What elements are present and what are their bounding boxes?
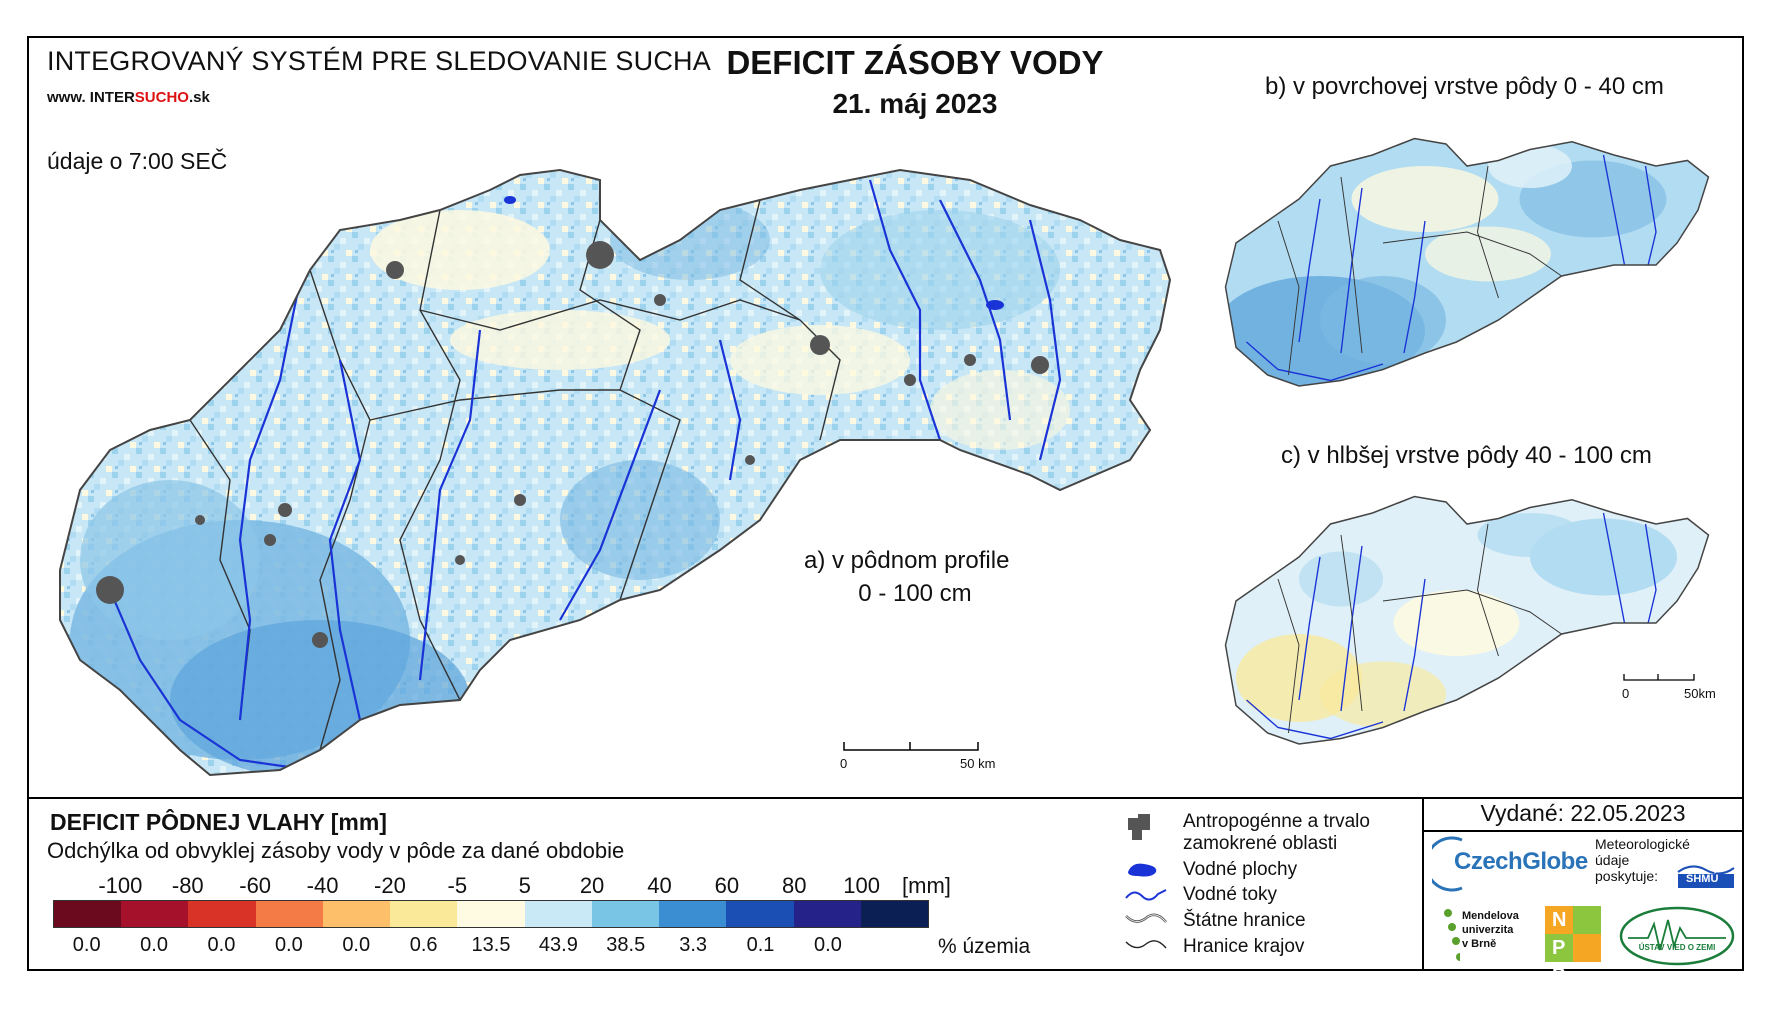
legend-color-cell: [390, 901, 458, 927]
legend-color-cell: [322, 901, 391, 927]
legend-color-cell: [793, 901, 861, 927]
nppc-logo: N P P C: [1545, 906, 1601, 1015]
web-suffix: .sk: [188, 89, 210, 106]
legend-color-cell: [591, 901, 660, 927]
legend-percent-value: 0.0: [207, 934, 236, 956]
legend-tick-label: 40: [647, 873, 672, 898]
legend-percent-value: 0.6: [409, 934, 438, 956]
legend-title: DEFICIT PÔDNEJ VLAHY [mm]: [50, 809, 387, 835]
legend-subtitle: Odchýlka od obvyklej zásoby vody v pôde …: [47, 838, 625, 863]
earth-science-institute-logo: ÚSTAV VIED O ZEMI: [1618, 906, 1736, 966]
legend-color-cell: [860, 901, 929, 927]
map-date: 21. máj 2023: [832, 88, 998, 119]
legend-color-cell: [54, 901, 122, 927]
legend-urban-line1: Antropogénne a trvalo: [1183, 811, 1370, 832]
legend-color-cell: [255, 901, 323, 927]
legend-percent-value: 0.1: [746, 934, 775, 956]
legend-color-cell: [121, 901, 189, 927]
legend-color-cell: [524, 901, 592, 927]
meteo-data-note: Meteorologické údaje poskytuje:: [1595, 836, 1690, 884]
legend-tick-label: 20: [579, 873, 605, 898]
legend-percent-value: 3.3: [679, 934, 708, 956]
legend-tick-label: -100: [98, 873, 143, 898]
region-border-icon: [1125, 940, 1167, 949]
legend-rivers: Vodné toky: [1183, 884, 1278, 905]
map-b-label: b) v povrchovej vrstve pôdy 0 - 40 cm: [1265, 73, 1664, 100]
legend-tick-label: 100: [843, 873, 880, 898]
water-body-icon: [1128, 863, 1157, 877]
issued-panel: [1422, 799, 1744, 971]
small-scale-bar: [1623, 674, 1695, 681]
legend-tick-label: -5: [447, 873, 468, 898]
data-time-note: údaje o 7:00 SEČ: [47, 148, 228, 174]
legend-color-bar: [53, 900, 929, 928]
main-scale-0: 0: [840, 756, 848, 771]
legend-tick-label: 5: [518, 873, 531, 898]
earth-science-text: ÚSTAV VIED O ZEMI: [1638, 943, 1716, 952]
legend-percent-value: 0.0: [274, 934, 303, 956]
legend-area-label: % územia: [938, 935, 1031, 958]
legend-color-cell: [659, 901, 727, 927]
website-link[interactable]: www. INTERSUCHO.sk: [47, 89, 210, 106]
shmu-logo: SHMÚ: [1676, 862, 1736, 892]
state-border-icon: [1125, 913, 1167, 923]
main-map-a: [59, 168, 1172, 777]
issued-separator: [1422, 830, 1744, 832]
river-icon: [1125, 889, 1167, 901]
czechglobe-logo: CzechGlobe: [1432, 836, 1592, 892]
legend-tick-label: 80: [781, 873, 807, 898]
legend-percent-value: 0.0: [140, 934, 168, 956]
legend-region-border: Hranice krajov: [1183, 936, 1305, 957]
map-a-label: a) v pôdnom profile: [804, 547, 1010, 574]
urban-area-icon: [1128, 814, 1150, 840]
nppc-text: N P P C: [1552, 909, 1582, 1015]
czechglobe-text: CzechGlobe: [1454, 848, 1588, 875]
legend-unit: [mm]: [902, 873, 951, 898]
shmu-text: SHMÚ: [1686, 873, 1719, 885]
map-c-label: c) v hlbšej vrstve pôdy 40 - 100 cm: [1281, 442, 1652, 469]
legend-percent-value: 0.0: [814, 934, 842, 956]
legend-tick-label: -80: [171, 873, 204, 898]
small-scale-50: 50km: [1684, 686, 1716, 701]
legend-state-border: Štátne hranice: [1183, 910, 1306, 931]
legend-water-bodies: Vodné plochy: [1183, 859, 1298, 880]
map-b-surface: [1224, 137, 1710, 387]
map-c-deep: [1224, 495, 1710, 745]
system-name: INTEGROVANÝ SYSTÉM PRE SLEDOVANIE SUCHA: [47, 46, 711, 76]
legend-tick-label: -40: [306, 873, 339, 898]
mendel-university-logo: Mendelova univerzita v Brně: [1440, 905, 1530, 967]
main-scale-bar: [843, 742, 979, 751]
web-inter: INTER: [89, 89, 135, 106]
legend-divider: [27, 797, 1744, 799]
map-title: DEFICIT ZÁSOBY VODY: [726, 44, 1104, 81]
legend-tick-label: 60: [714, 873, 740, 898]
legend-tick-label: -20: [374, 873, 406, 898]
legend-urban-line2: zamokrené oblasti: [1183, 833, 1338, 854]
main-scale-50: 50 km: [960, 756, 996, 771]
legend-percent-value: 13.5: [471, 934, 511, 956]
legend-color-cell: [188, 901, 256, 927]
legend-percent-value: 0.0: [342, 934, 371, 956]
map-a-depth: 0 - 100 cm: [858, 580, 972, 607]
legend-percent-value: 38.5: [606, 934, 646, 956]
legend-tick-label: -60: [239, 873, 272, 898]
mendel-line1: Mendelova: [1462, 910, 1519, 922]
legend-color-cell: [726, 901, 794, 927]
mendel-line3: v Brně: [1462, 938, 1497, 950]
legend-color-cell: [457, 901, 525, 927]
legend-percent-value: 43.9: [538, 934, 578, 956]
small-scale-0: 0: [1622, 686, 1630, 701]
web-sucho: SUCHO: [134, 89, 189, 106]
web-prefix: www.: [47, 89, 90, 106]
mendel-line2: univerzita: [1462, 924, 1514, 936]
issued-date: Vydané: 22.05.2023: [1480, 800, 1686, 826]
legend-percent-value: 0.0: [72, 934, 101, 956]
